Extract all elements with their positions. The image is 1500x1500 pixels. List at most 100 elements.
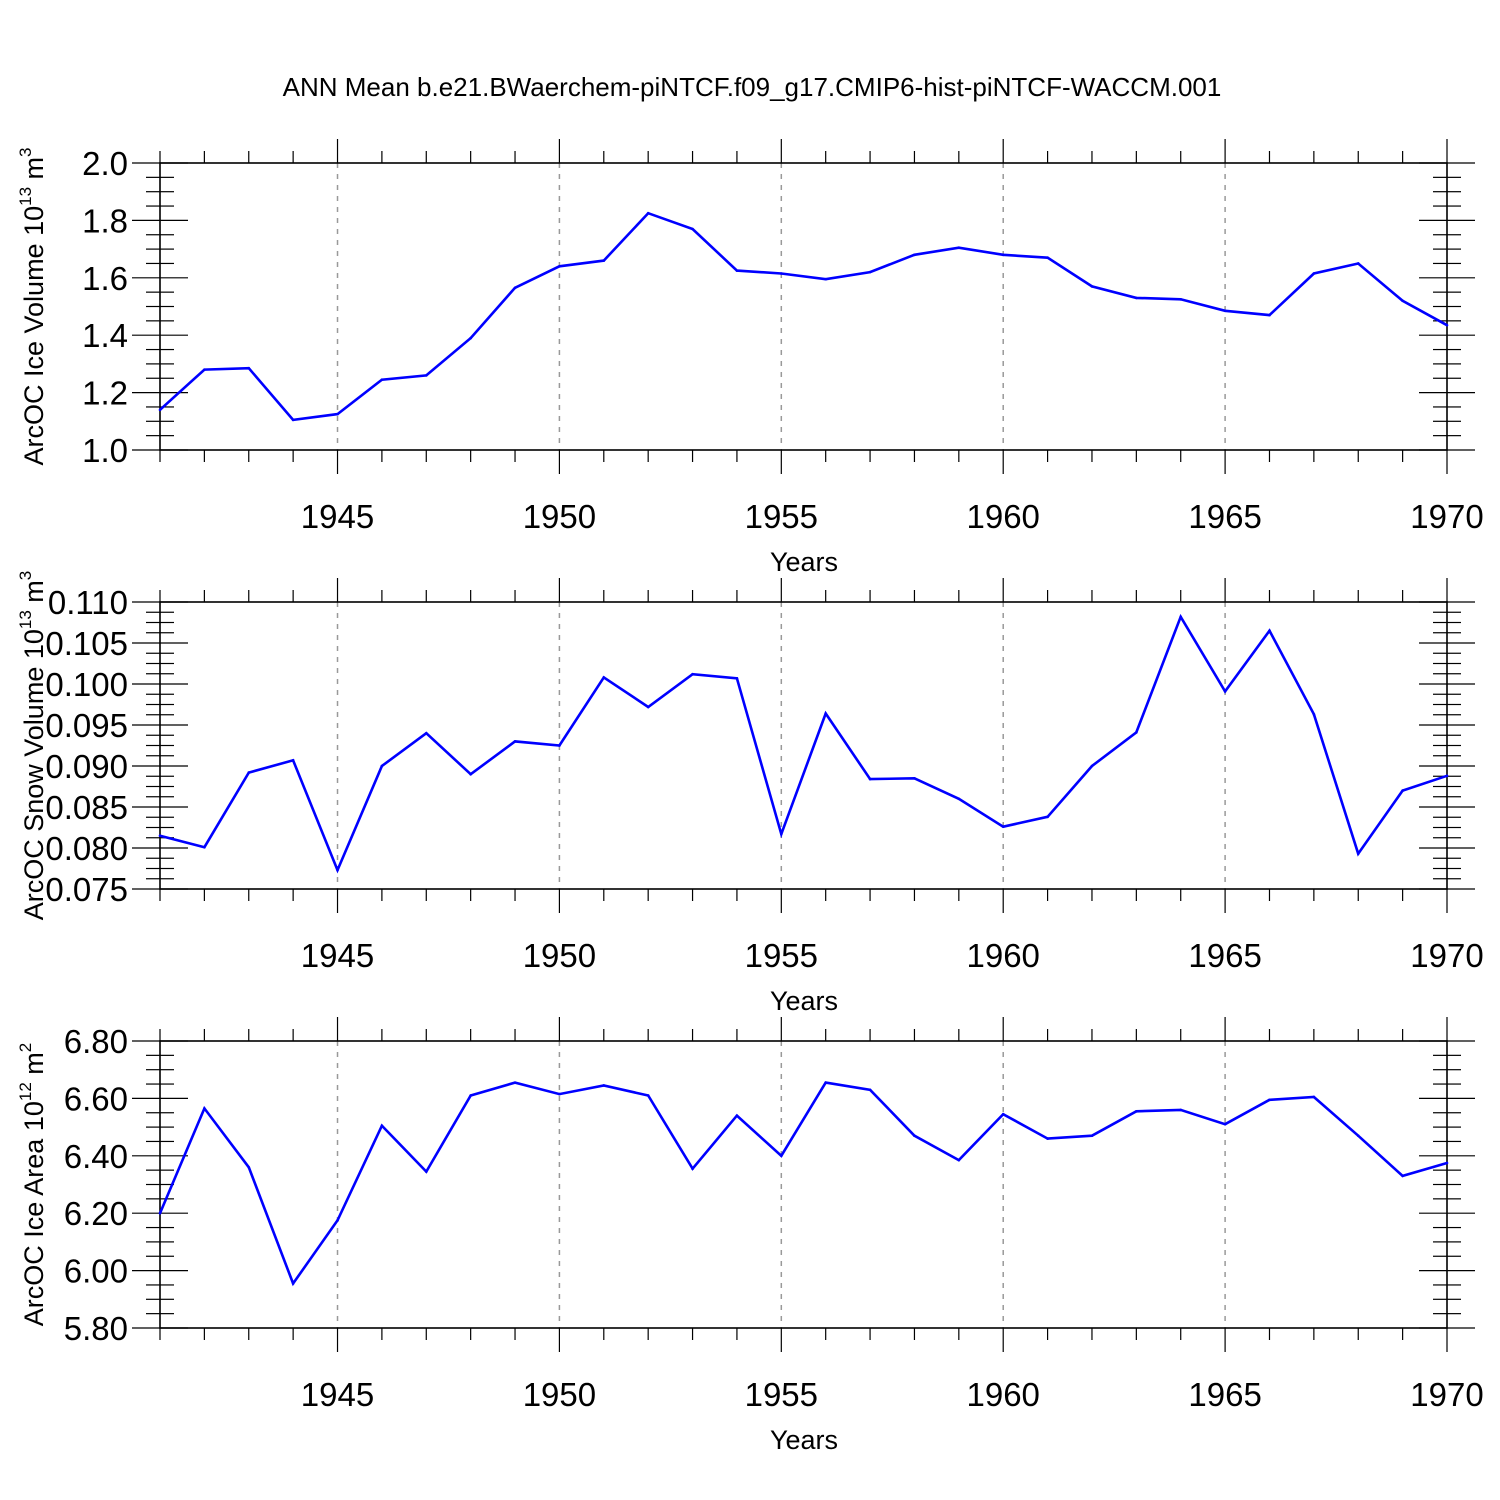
data-point-1943	[247, 771, 251, 774]
y-label-exp: 13	[16, 610, 35, 629]
data-point-1957	[868, 270, 872, 274]
x-tick-label: 1965	[1188, 1376, 1261, 1413]
y-tick-label: 0.085	[45, 789, 128, 826]
data-point-1962	[1090, 1134, 1094, 1138]
y-tick-label: 1.6	[82, 260, 128, 297]
data-point-1958	[913, 1134, 916, 1138]
data-point-1956	[824, 277, 827, 281]
x-tick-label: 1945	[301, 498, 374, 535]
data-point-1951	[602, 259, 606, 262]
data-point-1948	[469, 772, 472, 776]
data-point-1961	[1046, 815, 1049, 819]
data-point-1954	[735, 1114, 739, 1117]
x-tick-label: 1970	[1410, 937, 1483, 974]
y-axis-label: ArcOC Ice Area 1012 m2	[16, 1043, 49, 1327]
data-point-1964	[1179, 1108, 1183, 1112]
x-axis-label: Years	[770, 986, 838, 1016]
x-tick-label: 1955	[745, 937, 818, 974]
data-point-1959	[957, 1158, 961, 1162]
series-line	[158, 1081, 1448, 1287]
x-tick-label: 1965	[1188, 937, 1261, 974]
y-tick-label: 1.2	[82, 375, 128, 412]
figure-title: ANN Mean b.e21.BWaerchem-piNTCF.f09_g17.…	[283, 72, 1222, 102]
data-point-1949	[513, 740, 517, 743]
data-point-1950	[558, 744, 561, 747]
data-point-1959	[957, 797, 961, 801]
y-tick-label: 1.4	[82, 317, 128, 354]
y-axis-label: ArcOC Ice Volume 1013 m3	[16, 147, 49, 465]
data-point-1957	[868, 777, 872, 781]
y-label-exp: 12	[16, 1082, 35, 1101]
x-tick-label: 1960	[966, 498, 1039, 535]
y-label-main: ArcOC Snow Volume 10	[19, 629, 49, 920]
data-point-1952	[646, 705, 650, 709]
y-tick-label: 1.0	[82, 432, 128, 469]
y-tick-label: 0.100	[45, 666, 128, 703]
y-tick-label: 6.20	[64, 1195, 128, 1232]
data-point-1961	[1046, 256, 1049, 260]
y-tick-label: 0.110	[48, 584, 128, 621]
data-point-1942	[203, 1107, 206, 1110]
data-point-1955	[780, 272, 783, 275]
data-point-1961	[1046, 1137, 1049, 1140]
data-point-1946	[380, 764, 384, 768]
x-tick-label: 1970	[1410, 1376, 1483, 1413]
y-tick-label: 0.090	[45, 748, 128, 785]
data-point-1948	[469, 1094, 472, 1097]
data-point-1941	[158, 1211, 162, 1215]
chart-panel-3: 5.80 6.00 6.20 6.40 6.60 6.80 1945 1950 1955 1960…	[16, 1017, 1484, 1455]
y-tick-label: 2.0	[82, 145, 128, 182]
y-tick-label: 6.80	[64, 1023, 128, 1060]
x-tick-label: 1950	[523, 937, 596, 974]
data-point-1943	[247, 366, 251, 370]
data-point-1967	[1312, 1095, 1316, 1099]
data-point-1968	[1356, 852, 1360, 856]
data-point-1962	[1090, 764, 1094, 768]
data-point-1964	[1179, 298, 1183, 301]
y-tick-label: 6.00	[64, 1253, 128, 1290]
chart-panel-2: 0.075 0.080 0.085 0.090 0.095 0.100 0.105 0.110…	[16, 571, 1484, 1016]
data-point-1949	[513, 1081, 517, 1084]
data-point-1951	[602, 1084, 606, 1087]
data-point-1944	[291, 418, 295, 422]
data-point-1970	[1445, 323, 1449, 327]
x-tick-label: 1960	[966, 937, 1039, 974]
data-point-1964	[1179, 615, 1183, 619]
data-point-1946	[380, 1124, 384, 1127]
y-label-main: ArcOC Ice Area 10	[19, 1101, 49, 1326]
data-point-1954	[735, 269, 739, 272]
x-tick-label: 1970	[1410, 498, 1483, 535]
data-point-1950	[558, 265, 561, 268]
x-tick-label: 1945	[301, 937, 374, 974]
data-point-1960	[1001, 253, 1005, 257]
x-axis-label: Years	[770, 547, 838, 577]
plot-frame	[159, 1040, 1448, 1329]
data-point-1966	[1268, 1098, 1271, 1102]
data-point-1943	[247, 1165, 251, 1169]
data-point-1969	[1401, 1174, 1404, 1178]
data-point-1941	[158, 834, 162, 837]
y-tick-label: 0.105	[45, 625, 128, 662]
data-point-1942	[203, 845, 206, 849]
x-tick-label: 1950	[523, 1376, 596, 1413]
y-tick-label: 6.40	[64, 1138, 128, 1175]
y-tick-label: 5.80	[64, 1310, 128, 1347]
data-point-1955	[780, 832, 783, 836]
data-point-1952	[646, 1094, 650, 1097]
y-tick-label: 6.60	[64, 1080, 128, 1117]
data-point-1963	[1135, 1110, 1138, 1113]
data-point-1944	[291, 1282, 295, 1285]
y-label-unit_exp: 3	[16, 571, 35, 580]
data-point-1963	[1135, 731, 1138, 734]
data-point-1953	[691, 672, 694, 676]
data-point-1968	[1356, 262, 1360, 265]
data-point-1950	[558, 1092, 561, 1096]
data-point-1965	[1223, 690, 1227, 693]
data-point-1956	[824, 1081, 827, 1084]
y-tick-label: 0.075	[45, 871, 128, 908]
data-point-1966	[1268, 629, 1271, 632]
data-point-1954	[735, 676, 739, 680]
x-tick-label: 1960	[966, 1376, 1039, 1413]
series-line	[159, 613, 1448, 874]
